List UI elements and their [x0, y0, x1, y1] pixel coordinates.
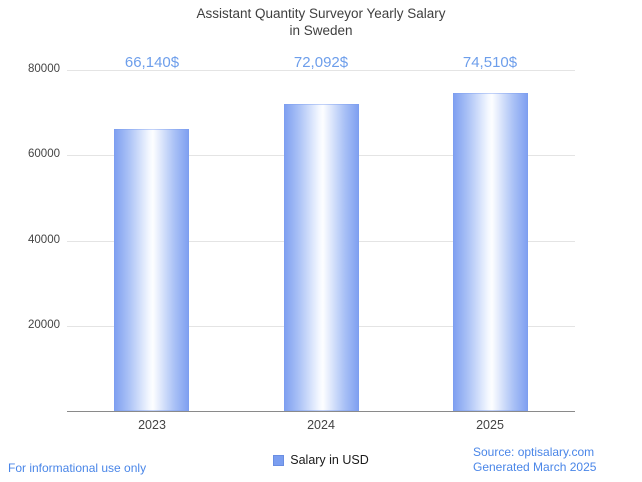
chart-title-line2: in Sweden [289, 23, 353, 38]
legend: Salary in USD [67, 453, 575, 467]
x-axis-labels: 2023 2024 2025 [67, 418, 575, 434]
x-tick-label: 2023 [138, 418, 166, 432]
x-axis-line [67, 411, 575, 412]
gridline-80000 [67, 70, 575, 71]
y-tick-label: 40000 [28, 234, 60, 246]
bar-2024 [284, 104, 359, 411]
bar-2023 [114, 129, 189, 411]
disclaimer-text: For informational use only [8, 461, 147, 475]
value-label: 72,092$ [293, 54, 349, 71]
y-tick-label: 80000 [28, 63, 60, 75]
x-tick-label: 2024 [307, 418, 335, 432]
value-label: 74,510$ [462, 54, 518, 71]
plot-area [67, 70, 575, 411]
y-axis-labels: 80000 60000 40000 20000 [0, 63, 62, 411]
chart-title: Assistant Quantity Surveyor Yearly Salar… [0, 5, 642, 39]
source-text: Source: optisalary.com [473, 445, 595, 459]
value-labels-row: 66,140$ 72,092$ 74,510$ [67, 54, 575, 74]
y-tick-label: 20000 [28, 319, 60, 331]
legend-swatch-icon [273, 454, 285, 466]
legend-label: Salary in USD [290, 453, 369, 467]
generated-text: Generated March 2025 [473, 460, 597, 474]
chart-title-line1: Assistant Quantity Surveyor Yearly Salar… [196, 6, 446, 21]
value-label: 66,140$ [124, 54, 180, 71]
bar-2025 [453, 93, 528, 411]
source-block: Source: optisalary.com Generated March 2… [473, 445, 596, 475]
y-tick-label: 60000 [28, 148, 60, 160]
x-tick-label: 2025 [476, 418, 504, 432]
